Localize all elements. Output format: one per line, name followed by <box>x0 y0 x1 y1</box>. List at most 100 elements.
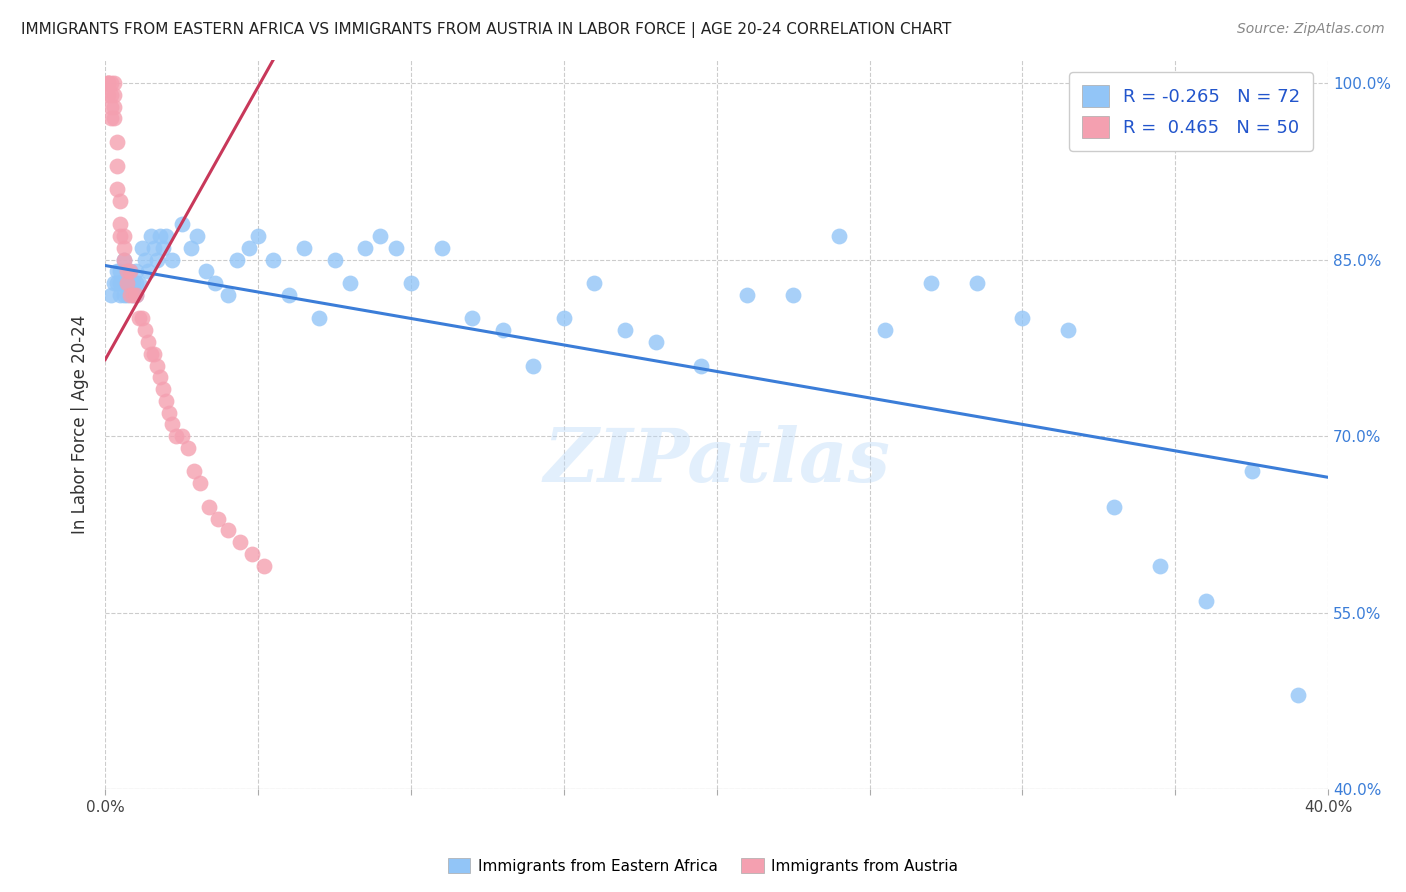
Point <box>112 252 135 267</box>
Legend: Immigrants from Eastern Africa, Immigrants from Austria: Immigrants from Eastern Africa, Immigran… <box>441 852 965 880</box>
Point <box>125 288 148 302</box>
Point <box>110 288 132 302</box>
Point <box>1195 594 1218 608</box>
Point <box>118 276 141 290</box>
Point <box>121 276 143 290</box>
Point <box>162 417 184 432</box>
Point <box>735 288 758 302</box>
Point <box>152 241 174 255</box>
Point <box>125 264 148 278</box>
Point <box>128 311 150 326</box>
Point <box>583 276 606 290</box>
Point <box>354 241 377 255</box>
Point <box>112 288 135 302</box>
Point <box>112 229 135 244</box>
Point <box>128 276 150 290</box>
Point <box>149 229 172 244</box>
Point <box>553 311 575 326</box>
Point <box>115 288 138 302</box>
Point <box>115 264 138 278</box>
Point <box>97 76 120 90</box>
Point <box>253 558 276 573</box>
Point <box>1102 500 1125 514</box>
Point <box>461 311 484 326</box>
Point <box>180 241 202 255</box>
Point <box>146 359 169 373</box>
Point <box>131 241 153 255</box>
Point <box>217 288 239 302</box>
Point <box>100 100 122 114</box>
Point <box>103 76 125 90</box>
Point <box>165 429 187 443</box>
Point <box>828 229 851 244</box>
Point <box>115 264 138 278</box>
Point <box>107 182 129 196</box>
Point <box>966 276 988 290</box>
Point <box>1149 558 1171 573</box>
Point <box>118 264 141 278</box>
Point <box>644 334 666 349</box>
Point <box>134 323 156 337</box>
Legend: R = -0.265   N = 72, R =  0.465   N = 50: R = -0.265 N = 72, R = 0.465 N = 50 <box>1069 72 1313 151</box>
Point <box>100 87 122 102</box>
Point <box>170 429 193 443</box>
Point <box>229 535 252 549</box>
Point <box>247 229 270 244</box>
Point <box>100 112 122 126</box>
Point <box>97 87 120 102</box>
Point <box>207 511 229 525</box>
Point <box>522 359 544 373</box>
Point <box>1011 311 1033 326</box>
Point <box>136 264 159 278</box>
Point <box>399 276 422 290</box>
Point <box>143 241 166 255</box>
Point <box>1057 323 1080 337</box>
Point <box>118 264 141 278</box>
Point <box>1286 688 1309 702</box>
Point <box>384 241 406 255</box>
Point <box>100 288 122 302</box>
Point <box>121 288 143 302</box>
Point <box>97 76 120 90</box>
Point <box>100 76 122 90</box>
Point <box>613 323 636 337</box>
Text: IMMIGRANTS FROM EASTERN AFRICA VS IMMIGRANTS FROM AUSTRIA IN LABOR FORCE | AGE 2: IMMIGRANTS FROM EASTERN AFRICA VS IMMIGR… <box>21 22 952 38</box>
Point <box>139 229 162 244</box>
Point <box>370 229 392 244</box>
Point <box>183 465 205 479</box>
Point <box>198 500 221 514</box>
Point <box>115 276 138 290</box>
Point <box>103 112 125 126</box>
Point <box>107 135 129 149</box>
Point <box>134 252 156 267</box>
Point <box>107 159 129 173</box>
Point <box>97 76 120 90</box>
Point <box>308 311 330 326</box>
Point <box>112 252 135 267</box>
Point <box>115 276 138 290</box>
Y-axis label: In Labor Force | Age 20-24: In Labor Force | Age 20-24 <box>72 315 89 534</box>
Point <box>920 276 942 290</box>
Point <box>170 217 193 231</box>
Point <box>143 347 166 361</box>
Text: Source: ZipAtlas.com: Source: ZipAtlas.com <box>1237 22 1385 37</box>
Point <box>110 194 132 208</box>
Point <box>690 359 713 373</box>
Point <box>103 87 125 102</box>
Point <box>217 523 239 537</box>
Point <box>177 441 200 455</box>
Point <box>149 370 172 384</box>
Point <box>136 334 159 349</box>
Point <box>139 347 162 361</box>
Point <box>146 252 169 267</box>
Point <box>110 264 132 278</box>
Point <box>240 547 263 561</box>
Point <box>112 241 135 255</box>
Point <box>107 276 129 290</box>
Point <box>155 393 177 408</box>
Point <box>125 288 148 302</box>
Text: ZIPatlas: ZIPatlas <box>543 425 890 497</box>
Point <box>188 476 211 491</box>
Point <box>277 288 299 302</box>
Point <box>131 311 153 326</box>
